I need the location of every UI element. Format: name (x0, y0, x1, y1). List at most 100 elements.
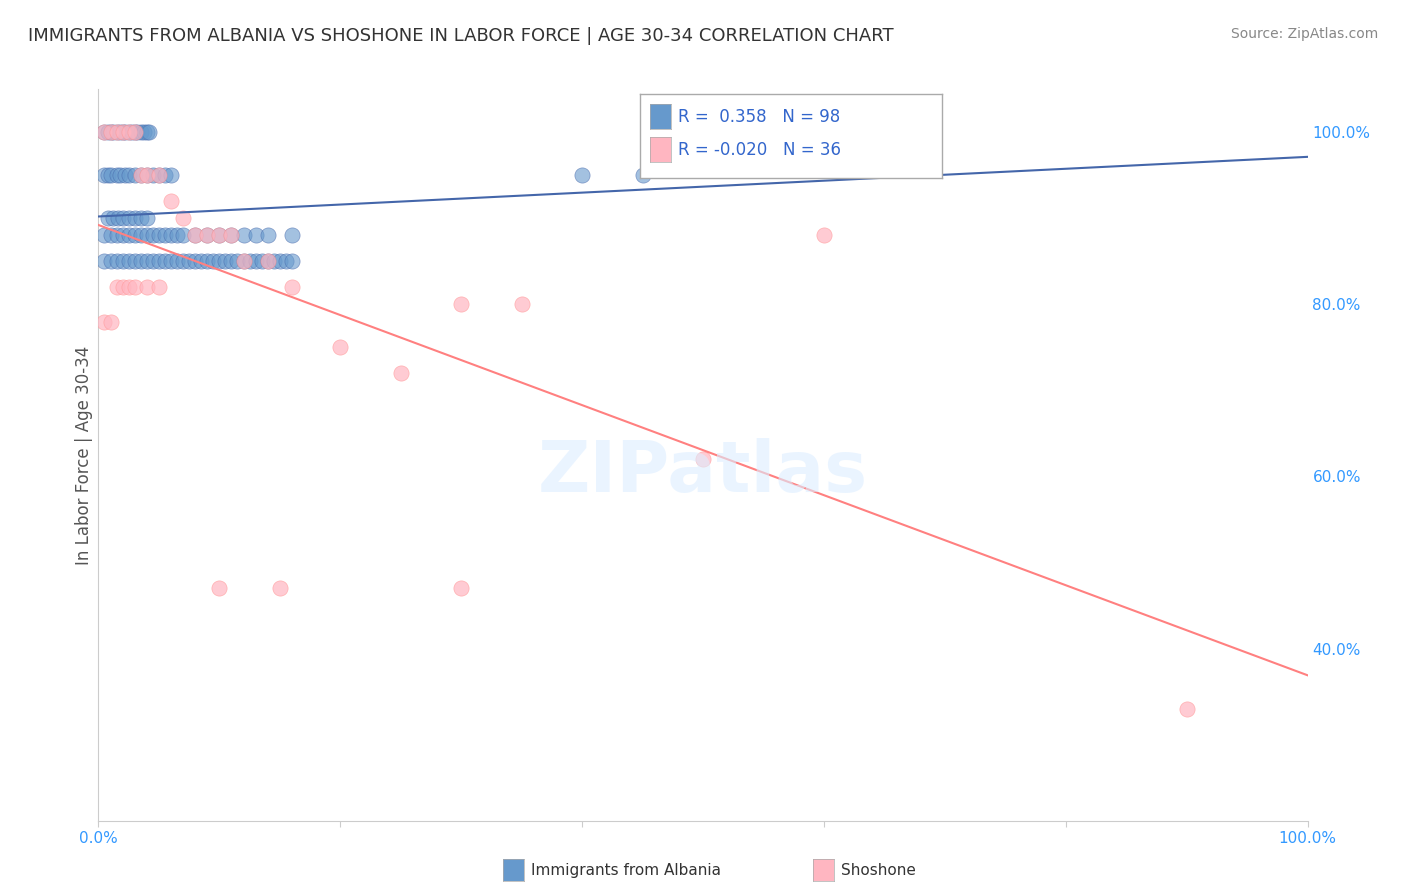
Point (142, 168, 165, 182)
Point (329, 340, 352, 354)
Point (107, 211, 129, 226)
Point (93, 228, 115, 243)
Text: ZIPatlas: ZIPatlas (538, 438, 868, 508)
Point (160, 254, 183, 268)
Point (208, 228, 231, 243)
Point (105, 228, 128, 243)
Point (221, 228, 243, 243)
Point (135, 211, 157, 226)
Point (124, 211, 146, 226)
Point (101, 211, 124, 226)
Point (813, 228, 835, 243)
Text: Source: ZipAtlas.com: Source: ZipAtlas.com (1230, 27, 1378, 41)
Text: Shoshone: Shoshone (841, 863, 915, 878)
Point (256, 254, 278, 268)
Point (281, 280, 304, 294)
Point (148, 280, 170, 294)
Point (571, 168, 593, 182)
Point (97, 211, 120, 226)
Point (135, 168, 157, 182)
Point (172, 254, 194, 268)
Point (135, 254, 157, 268)
Point (221, 228, 243, 243)
Point (142, 228, 165, 243)
Point (281, 254, 304, 268)
Point (111, 280, 134, 294)
Point (166, 228, 188, 243)
Point (124, 254, 146, 268)
Point (100, 168, 122, 182)
Point (138, 125, 160, 139)
Point (184, 228, 207, 243)
Point (111, 125, 134, 139)
Point (105, 254, 128, 268)
Point (728, 125, 751, 139)
Point (153, 254, 176, 268)
Point (97, 168, 120, 182)
Point (148, 228, 170, 243)
Point (111, 211, 134, 226)
Point (100, 125, 122, 139)
Point (232, 254, 254, 268)
Point (245, 228, 267, 243)
Point (160, 228, 183, 243)
Point (100, 125, 122, 139)
Point (160, 168, 183, 182)
Point (111, 254, 134, 268)
Point (256, 228, 278, 243)
Point (389, 366, 412, 380)
Text: Immigrants from Albania: Immigrants from Albania (531, 863, 721, 878)
Point (118, 125, 141, 139)
Point (105, 168, 128, 182)
Point (124, 168, 146, 182)
Point (184, 254, 207, 268)
Point (129, 254, 152, 268)
Point (105, 125, 128, 139)
Point (195, 228, 218, 243)
Point (135, 280, 157, 294)
Point (269, 582, 291, 596)
Point (202, 254, 225, 268)
Point (93, 314, 115, 328)
Point (142, 254, 165, 268)
Point (160, 194, 183, 208)
Point (208, 582, 231, 596)
Point (263, 254, 285, 268)
Point (195, 228, 218, 243)
Point (108, 168, 131, 182)
Point (100, 314, 122, 328)
Point (214, 254, 236, 268)
Point (148, 168, 170, 182)
Point (118, 125, 141, 139)
Text: IMMIGRANTS FROM ALBANIA VS SHOSHONE IN LABOR FORCE | AGE 30-34 CORRELATION CHART: IMMIGRANTS FROM ALBANIA VS SHOSHONE IN L… (28, 27, 894, 45)
Point (124, 125, 146, 139)
Point (450, 297, 472, 311)
Point (105, 125, 128, 139)
Point (208, 228, 231, 243)
Point (118, 211, 141, 226)
Point (93, 125, 115, 139)
Point (100, 228, 122, 243)
Point (195, 254, 218, 268)
Point (114, 168, 136, 182)
Point (118, 228, 141, 243)
Point (166, 254, 188, 268)
Point (221, 254, 243, 268)
Point (111, 228, 134, 243)
Point (134, 125, 156, 139)
Point (716, 125, 738, 139)
Point (129, 168, 152, 182)
Point (114, 125, 136, 139)
Point (124, 280, 146, 294)
Point (184, 228, 207, 243)
Point (250, 254, 273, 268)
Point (256, 254, 278, 268)
Point (239, 254, 262, 268)
Point (93, 125, 115, 139)
Point (692, 125, 714, 139)
Point (129, 211, 152, 226)
Point (148, 254, 170, 268)
Point (740, 125, 762, 139)
Point (124, 228, 146, 243)
Point (153, 168, 176, 182)
